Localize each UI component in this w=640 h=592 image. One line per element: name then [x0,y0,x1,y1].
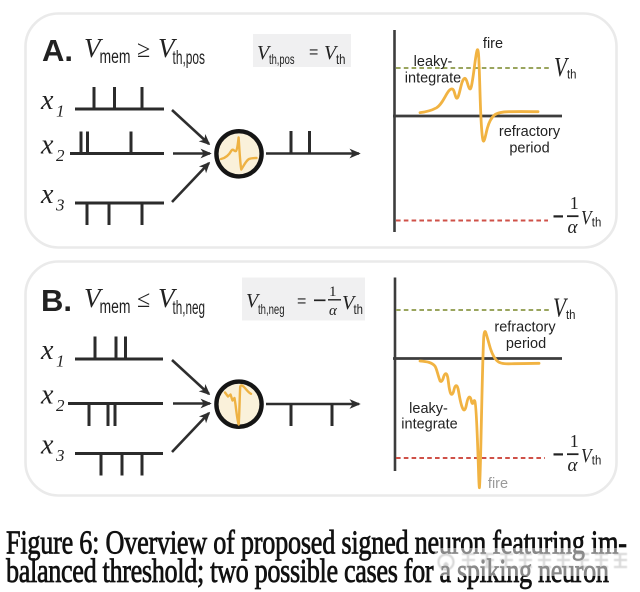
svg-text:th: th [566,307,576,322]
svg-text:x: x [40,380,54,411]
svg-text:α: α [329,303,338,319]
svg-text:V: V [553,293,569,323]
svg-text:period: period [506,336,546,352]
svg-text:x: x [40,85,54,116]
svg-text:leaky-: leaky- [414,54,453,70]
svg-text:1: 1 [56,102,65,121]
svg-text:α: α [568,217,579,238]
svg-text:3: 3 [55,446,65,465]
svg-text:mem: mem [100,47,131,68]
svg-text:1: 1 [570,431,579,451]
svg-text:3: 3 [55,196,65,215]
svg-text:mem: mem [100,297,131,318]
svg-text:th: th [592,215,602,230]
svg-text:x: x [40,335,54,366]
svg-text:1: 1 [570,193,579,213]
svg-text:fire: fire [483,36,503,52]
svg-text:V: V [324,42,339,64]
svg-text:x: x [40,130,54,161]
svg-text:2: 2 [56,146,65,165]
svg-text:period: period [509,141,549,157]
svg-text:V: V [581,208,593,229]
svg-text:V: V [158,283,178,313]
svg-text:th: th [592,453,602,468]
svg-text:th,pos: th,pos [173,48,206,69]
svg-text:refractory: refractory [499,124,561,140]
svg-text:fire: fire [488,476,508,492]
svg-text:2: 2 [56,396,65,415]
svg-text:V: V [257,42,272,64]
svg-text:B.: B. [41,283,72,318]
svg-text:1: 1 [329,284,337,300]
svg-text:refractory: refractory [494,320,556,336]
svg-text:th: th [336,51,346,67]
svg-text:V: V [246,290,261,312]
svg-text:V: V [84,283,104,313]
svg-text:≥: ≥ [137,37,150,63]
svg-text:V: V [158,33,178,63]
svg-text:integrate: integrate [401,417,457,433]
svg-text:V: V [84,33,104,63]
svg-text:1: 1 [56,352,65,371]
svg-text:th: th [567,67,577,82]
svg-text:V: V [342,292,357,314]
svg-text:th,pos: th,pos [269,51,295,67]
svg-text:x: x [40,430,54,461]
svg-text:th: th [354,301,364,317]
svg-text:integrate: integrate [405,71,461,87]
svg-text:=: = [297,293,306,310]
svg-text:α: α [568,455,579,476]
svg-text:=: = [309,44,318,61]
svg-text:x: x [40,179,54,210]
svg-text:≤: ≤ [137,287,150,313]
svg-text:A.: A. [42,33,73,68]
svg-text:th,neg: th,neg [173,298,206,319]
svg-text:V: V [554,52,570,82]
svg-text:th,neg: th,neg [258,301,285,317]
svg-text:leaky-: leaky- [409,401,448,417]
svg-text:V: V [581,446,593,467]
